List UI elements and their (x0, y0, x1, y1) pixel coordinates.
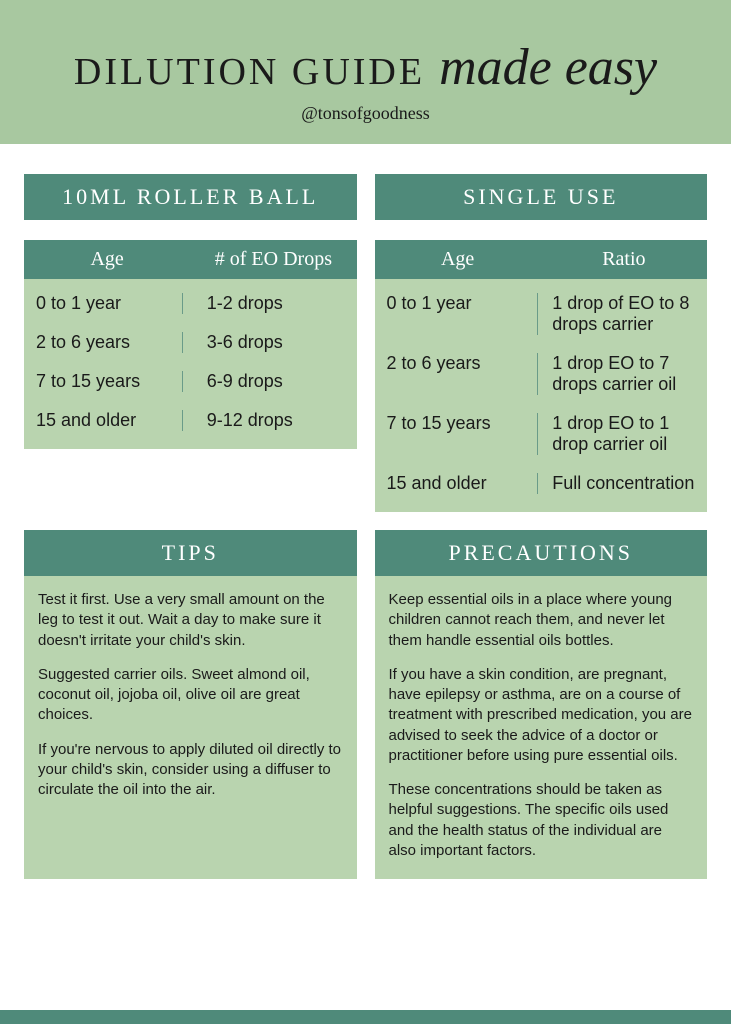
precautions-title: PRECAUTIONS (375, 530, 708, 576)
cell-ratio: 1 drop EO to 7 drops carrier oil (538, 353, 695, 395)
title-script: made easy (439, 38, 657, 97)
cell-ratio: 1 drop of EO to 8 drops carrier (538, 293, 695, 335)
roller-col-drops: # of EO Drops (190, 240, 356, 279)
precautions-para: Keep essential oils in a place where you… (389, 590, 694, 651)
footer-bar (0, 1010, 731, 1024)
handle: @tonsofgoodness (20, 103, 711, 124)
cell-age: 7 to 15 years (36, 371, 183, 392)
single-tbody: 0 to 1 year 1 drop of EO to 8 drops carr… (375, 279, 708, 512)
tips-section: TIPS Test it first. Use a very small amo… (24, 530, 357, 879)
tips-title: TIPS (24, 530, 357, 576)
tips-para: Test it first. Use a very small amount o… (38, 590, 343, 651)
precautions-para: These concentrations should be taken as … (389, 780, 694, 861)
cell-drops: 1-2 drops (183, 293, 345, 314)
single-thead: Age Ratio (375, 240, 708, 279)
title-line: DILUTION GUIDE made easy (20, 38, 711, 97)
single-title: SINGLE USE (375, 174, 708, 220)
cell-age: 0 to 1 year (387, 293, 539, 335)
cell-age: 2 to 6 years (36, 332, 183, 353)
tips-para: If you're nervous to apply diluted oil d… (38, 740, 343, 801)
tips-para: Suggested carrier oils. Sweet almond oil… (38, 665, 343, 726)
precautions-section: PRECAUTIONS Keep essential oils in a pla… (375, 530, 708, 879)
cell-age: 15 and older (36, 410, 183, 431)
cell-drops: 6-9 drops (183, 371, 345, 392)
header: DILUTION GUIDE made easy @tonsofgoodness (0, 0, 731, 144)
table-row: 7 to 15 years 6-9 drops (36, 371, 345, 392)
single-col-ratio: Ratio (541, 240, 707, 279)
precautions-para: If you have a skin condition, are pregna… (389, 665, 694, 766)
cell-drops: 9-12 drops (183, 410, 345, 431)
precautions-body: Keep essential oils in a place where you… (375, 576, 708, 879)
roller-thead: Age # of EO Drops (24, 240, 357, 279)
tips-body: Test it first. Use a very small amount o… (24, 576, 357, 818)
table-row: 15 and older Full concentration (387, 473, 696, 494)
table-row: 7 to 15 years 1 drop EO to 1 drop carrie… (387, 413, 696, 455)
cell-ratio: Full concentration (538, 473, 695, 494)
roller-section: 10ML ROLLER BALL Age # of EO Drops 0 to … (24, 174, 357, 512)
single-table: Age Ratio 0 to 1 year 1 drop of EO to 8 … (375, 240, 708, 512)
cell-drops: 3-6 drops (183, 332, 345, 353)
table-row: 0 to 1 year 1 drop of EO to 8 drops carr… (387, 293, 696, 335)
cell-age: 0 to 1 year (36, 293, 183, 314)
cell-age: 15 and older (387, 473, 539, 494)
roller-title: 10ML ROLLER BALL (24, 174, 357, 220)
title-main: DILUTION GUIDE (74, 50, 425, 94)
single-section: SINGLE USE Age Ratio 0 to 1 year 1 drop … (375, 174, 708, 512)
cell-age: 2 to 6 years (387, 353, 539, 395)
table-row: 0 to 1 year 1-2 drops (36, 293, 345, 314)
cell-ratio: 1 drop EO to 1 drop carrier oil (538, 413, 695, 455)
cell-age: 7 to 15 years (387, 413, 539, 455)
table-row: 2 to 6 years 3-6 drops (36, 332, 345, 353)
roller-tbody: 0 to 1 year 1-2 drops 2 to 6 years 3-6 d… (24, 279, 357, 449)
single-col-age: Age (375, 240, 541, 279)
content-grid: 10ML ROLLER BALL Age # of EO Drops 0 to … (0, 144, 731, 879)
roller-table: Age # of EO Drops 0 to 1 year 1-2 drops … (24, 240, 357, 449)
table-row: 15 and older 9-12 drops (36, 410, 345, 431)
table-row: 2 to 6 years 1 drop EO to 7 drops carrie… (387, 353, 696, 395)
roller-col-age: Age (24, 240, 190, 279)
